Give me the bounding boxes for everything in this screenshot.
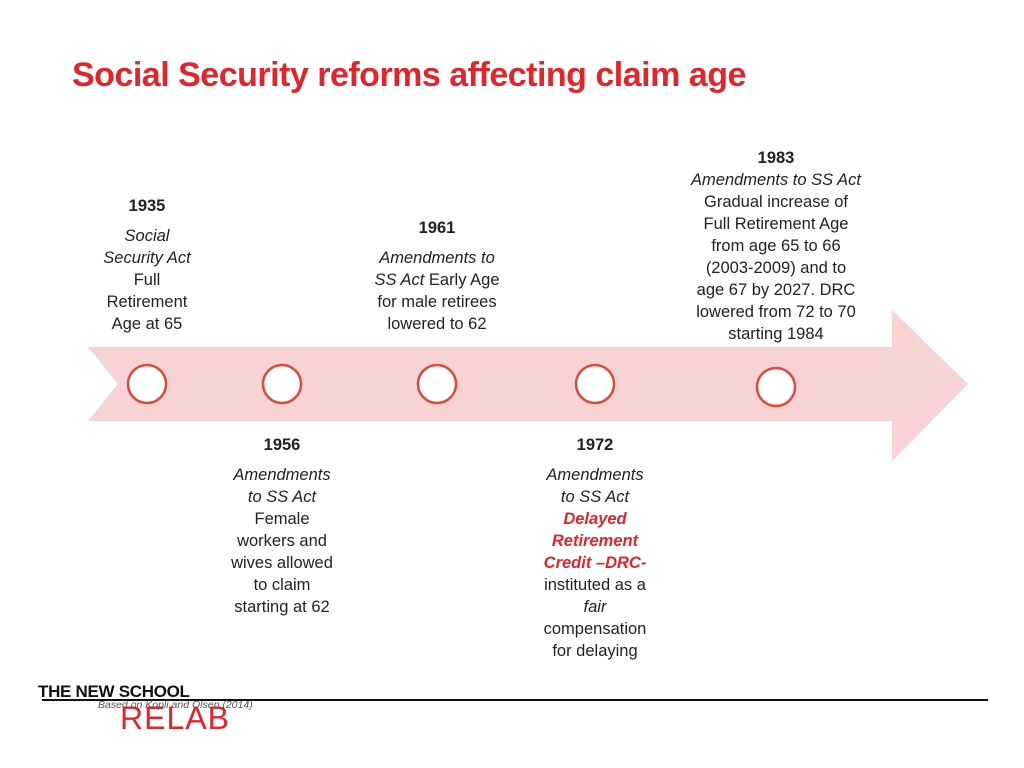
event-text: Female xyxy=(254,510,310,528)
timeline-marker-1935 xyxy=(126,363,168,405)
event-highlight-text: Credit –DRC- xyxy=(543,554,647,572)
event-text: Amendments xyxy=(233,466,331,484)
event-text: (2003-2009) and to xyxy=(705,259,847,277)
event-highlight-text: Retirement xyxy=(551,532,639,550)
footer-divider xyxy=(42,699,988,701)
event-1983: 1983 Amendments to SS Act Gradual increa… xyxy=(671,147,881,345)
event-text: fair xyxy=(583,598,607,616)
event-text: wives allowed xyxy=(231,554,333,572)
event-text: Full xyxy=(133,271,161,289)
event-text: Gradual increase of xyxy=(704,193,848,211)
event-text: lowered to 62 xyxy=(387,315,487,333)
event-1961: 1961 Amendments to SS Act Early Age for … xyxy=(357,217,517,335)
event-text: compensation xyxy=(543,620,647,638)
event-highlight-text: Delayed xyxy=(563,510,627,528)
event-year: 1956 xyxy=(263,436,301,454)
event-text: Age at 65 xyxy=(111,315,183,333)
event-text: Early Age xyxy=(424,271,500,289)
event-text: SS Act xyxy=(374,271,425,289)
event-text: to SS Act xyxy=(560,488,630,506)
timeline-marker-1983 xyxy=(755,366,797,408)
event-text: for male retirees xyxy=(377,293,497,311)
event-1972: 1972 Amendments to SS Act Delayed Retire… xyxy=(525,434,665,662)
event-text: for delaying xyxy=(552,642,638,660)
event-year: 1935 xyxy=(128,197,166,215)
event-text: Full Retirement Age xyxy=(703,215,849,233)
event-text: Amendments to SS Act xyxy=(691,171,861,189)
event-text: Security Act xyxy=(103,249,191,267)
event-text: from age 65 to 66 xyxy=(711,237,841,255)
page-title: Social Security reforms affecting claim … xyxy=(72,56,746,94)
event-text: Amendments to xyxy=(379,249,495,267)
event-text: workers and xyxy=(237,532,327,550)
event-text: instituted as a xyxy=(544,576,646,594)
source-citation: Based on Kopli and Olsen (2014) xyxy=(98,699,253,711)
event-text: starting at 62 xyxy=(234,598,330,616)
event-year: 1972 xyxy=(576,436,614,454)
timeline-marker-1956 xyxy=(261,363,303,405)
event-text: starting 1984 xyxy=(728,325,824,343)
logo-relab: RELAB xyxy=(120,700,230,736)
event-text: Social xyxy=(124,227,170,245)
event-year: 1983 xyxy=(757,149,795,167)
event-text: to SS Act xyxy=(247,488,317,506)
event-year: 1961 xyxy=(418,219,456,237)
timeline-arrow-shape xyxy=(88,310,968,461)
event-1956: 1956 Amendments to SS Act Female workers… xyxy=(212,434,352,618)
event-text: Retirement xyxy=(106,293,188,311)
timeline-marker-1961 xyxy=(416,363,458,405)
event-text: age 67 by 2027. DRC xyxy=(696,281,856,299)
event-1935: 1935 Social Security Act Full Retirement… xyxy=(87,195,207,335)
event-text: lowered from 72 to 70 xyxy=(696,303,856,321)
logo-the-new-school: THE NEW SCHOOL xyxy=(38,682,190,701)
timeline-marker-1972 xyxy=(574,363,616,405)
event-text: to claim xyxy=(253,576,311,594)
event-text: Amendments xyxy=(546,466,644,484)
